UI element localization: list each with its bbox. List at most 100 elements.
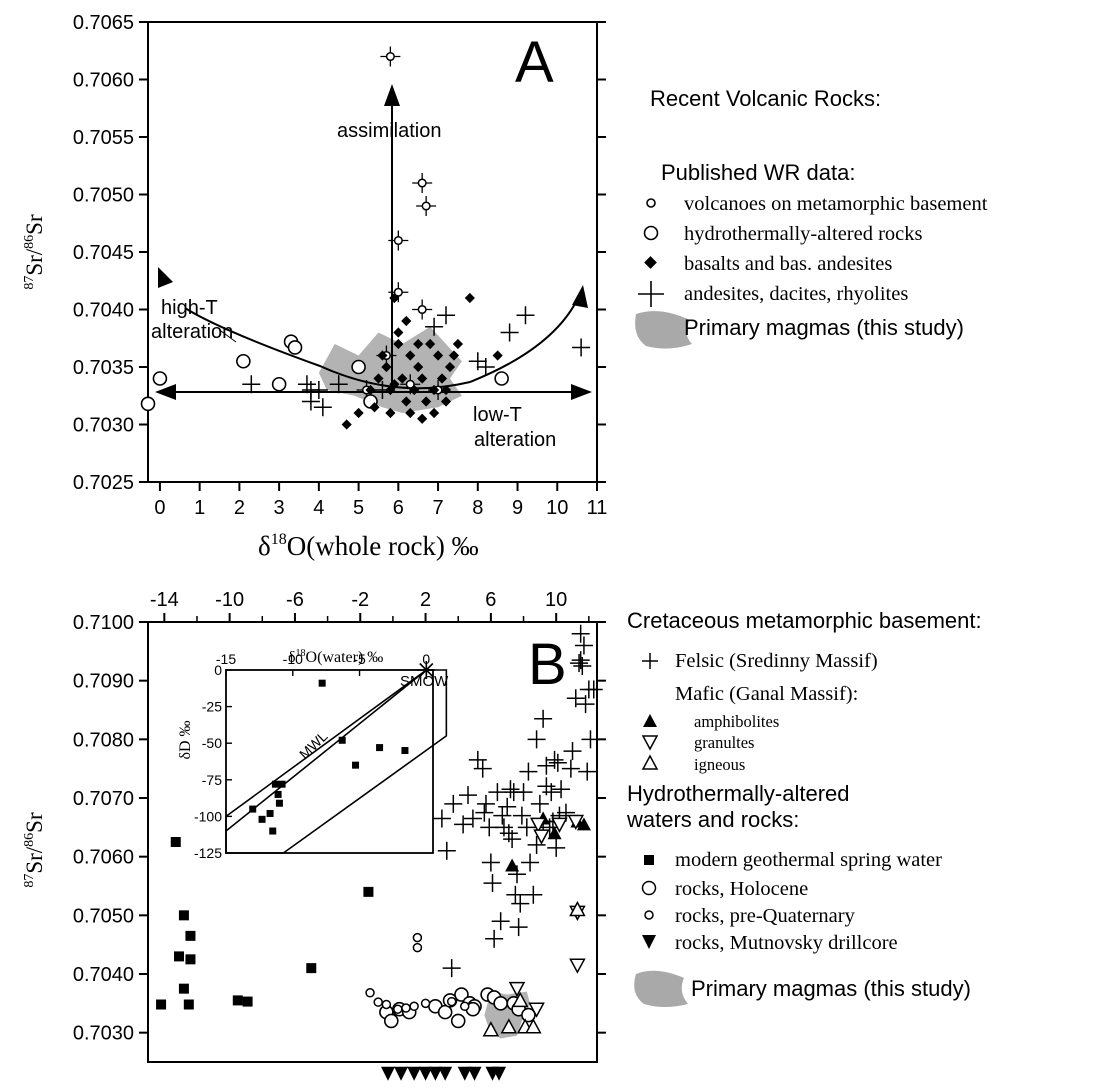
a-point-filled-diamond-27: [417, 413, 428, 424]
b-point-small-open-circle-6: [420, 998, 431, 1009]
b-point-cross-44: [548, 753, 567, 772]
b-point-cross-43: [545, 750, 564, 769]
a-y-label-end: Sr: [22, 214, 47, 235]
a-primary-magma-polygon: [318, 326, 462, 413]
a-point-cross-8: [425, 317, 444, 336]
b-point-open-triangle-down-5: [569, 958, 586, 974]
a-point-small-open-circle-errorbars-4-circle: [393, 287, 403, 297]
a-point-small-open-circle-errorbars-1-circle: [393, 235, 403, 246]
b-point-cross-4: [454, 815, 473, 834]
b-point-filled-square-1: [178, 910, 189, 921]
b-point-cross-7: [468, 750, 487, 769]
b-point-filled-square-0: [170, 837, 181, 847]
b-point-filled-triangle-0: [505, 858, 520, 872]
a-annotation-low-t-alteration: alteration: [474, 429, 556, 451]
b-y-tick-labels: 0.7030 0.7040 0.7050 0.7060 0.7070 0.7080 0.70…: [73, 612, 134, 1045]
b-point-cross-5: [459, 786, 478, 805]
a-x-tick-label-2: 2: [234, 497, 245, 519]
b-point-cross-31: [527, 835, 546, 854]
a-point-filled-diamond-34: [440, 384, 452, 396]
b-point-cross-2: [442, 959, 461, 978]
a-legend-label-4: Primary magmas (this study): [684, 315, 964, 340]
inset-point-12: [318, 679, 326, 687]
a-point-filled-diamond-0: [341, 419, 352, 430]
a-point-open-circle-4: [287, 340, 303, 355]
inset-point-3: [275, 799, 283, 807]
a-arrowhead-left: [155, 384, 176, 400]
inset-y-tick-label-4: -100: [194, 808, 222, 824]
b-legend-label-0: Felsic (Sredinny Massif): [675, 650, 878, 672]
a-point-filled-diamond-2: [365, 384, 376, 396]
a-point-filled-diamond-4: [377, 350, 388, 361]
a-point-open-circle-5: [271, 376, 287, 392]
b-point-small-open-circle-2: [381, 999, 392, 1010]
b-point-small-open-circle-1: [373, 997, 383, 1007]
a-point-small-open-circle-errorbars-5: [412, 299, 433, 320]
inset-ticks: [225, 669, 428, 854]
b-point-cross-25: [511, 894, 530, 913]
b-legend-marker-filled-triangle-down: [642, 935, 656, 949]
b-y-tick-label-3: 0.7060: [73, 847, 134, 869]
inset-x-label-sup: 18: [296, 648, 306, 659]
a-point-filled-diamond-10: [401, 396, 412, 407]
b-x-tick-label-3: -2: [351, 589, 369, 611]
a-y-tick-label-3: 0.7040: [73, 300, 134, 322]
a-x-tick-label-9: 9: [512, 497, 523, 519]
inset-point-10: [376, 744, 384, 752]
inset-point-4: [271, 780, 279, 788]
b-plot-frame: [147, 621, 598, 1063]
b-point-open-triangle-down-0: [529, 817, 547, 833]
b-legend-label-7: modern geothermal spring water: [675, 849, 942, 871]
b-point-cross-11: [481, 853, 500, 872]
a-x-tick-label-10: 10: [546, 497, 568, 519]
a-x-tick-label-1: 1: [194, 497, 205, 519]
b-point-cross-16: [493, 806, 512, 825]
a-point-filled-diamond-25: [389, 292, 400, 304]
a-point-filled-diamond-30: [492, 350, 503, 361]
inset-points: [249, 679, 409, 835]
a-point-filled-diamond-6: [385, 407, 396, 419]
a-point-open-circle-1: [152, 371, 168, 386]
b-point-cross-50: [570, 654, 589, 673]
a-point-cross-14: [572, 338, 591, 357]
a-point-filled-diamond-23: [401, 315, 412, 327]
b-point-filled-square-8: [232, 995, 243, 1006]
b-point-small-open-circle-3: [393, 1004, 403, 1014]
a-y-tick-label-5: 0.7050: [73, 185, 134, 207]
b-point-small-open-circle-5: [409, 1001, 419, 1012]
b-point-cross-20: [501, 780, 520, 799]
a-point-filled-diamond-33: [428, 407, 440, 419]
a-point-small-open-circle-errorbars-2: [412, 173, 433, 193]
inset-y-tick-label-5: -125: [194, 845, 222, 861]
inset-frame: [225, 669, 434, 854]
a-point-open-circle-2: [236, 353, 251, 369]
a-point-small-open-circle-errorbars-3-circle: [421, 201, 431, 211]
b-point-cross-49: [566, 689, 585, 708]
b-point-cross-9: [476, 794, 495, 813]
b-y-tick-label-4: 0.7070: [73, 788, 134, 810]
b-point-cross-18: [498, 797, 517, 816]
b-point-filled-square-5: [178, 983, 189, 994]
b-legend-marker-small-open-circle: [644, 910, 654, 920]
a-legend-marker-diamond: [644, 256, 657, 269]
inset-mwl-line: [225, 669, 427, 832]
a-point-filled-diamond-8: [393, 338, 404, 350]
b-point-cross-56: [584, 680, 603, 699]
a-legend-marker-open-circle: [643, 225, 659, 241]
b-x-tick-label-1: -10: [215, 589, 244, 611]
b-point-filled-square-4: [185, 954, 196, 965]
a-y-tick-label-2: 0.7035: [73, 357, 134, 379]
b-x-tick-label-2: -6: [286, 589, 304, 611]
b-legend-label-2: amphibolites: [694, 712, 779, 731]
inset-field-outline: [225, 669, 448, 854]
a-point-cross-9: [437, 306, 456, 325]
a-annotation-high-t: high-T: [161, 297, 218, 319]
a-point-filled-diamond-18: [432, 350, 444, 361]
inset-y-axis-label: δD ‰: [177, 720, 194, 759]
a-point-filled-diamond-31: [369, 402, 380, 413]
a-point-filled-diamond-20: [440, 396, 452, 407]
a-point-filled-diamond-9: [397, 373, 408, 384]
a-point-small-open-circle-errorbars-5-circle: [417, 304, 427, 315]
b-point-small-open-circle-4: [401, 1003, 411, 1013]
